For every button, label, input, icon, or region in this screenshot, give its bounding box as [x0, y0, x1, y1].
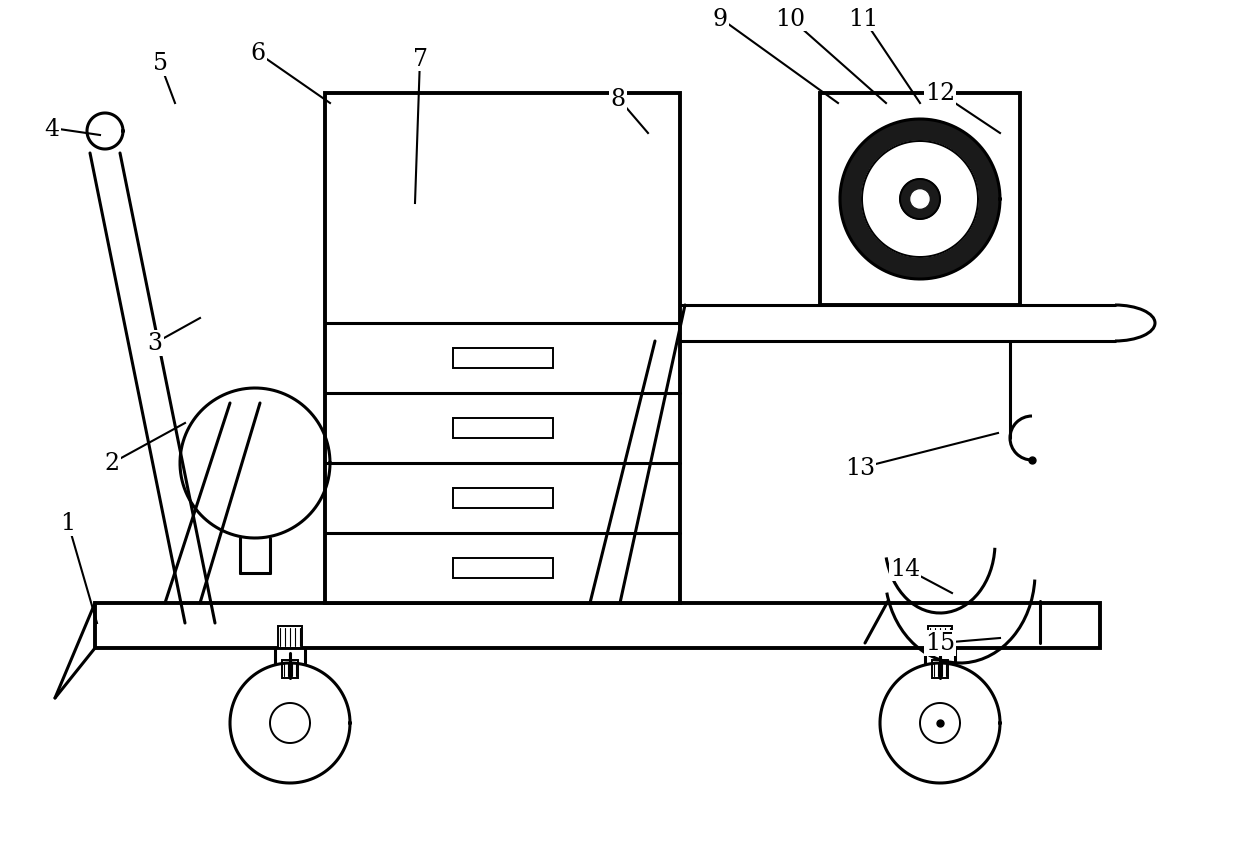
Bar [453, 559, 553, 578]
Text: 1: 1 [61, 512, 76, 535]
Text: 5: 5 [153, 52, 167, 75]
Circle shape [900, 180, 940, 220]
Circle shape [862, 142, 978, 258]
Text: 8: 8 [610, 87, 625, 110]
Text: 2: 2 [104, 452, 119, 475]
Bar [325, 94, 680, 603]
Bar [928, 626, 952, 648]
Text: 12: 12 [925, 83, 955, 106]
Bar [453, 489, 553, 508]
Bar [453, 349, 553, 368]
Bar [278, 626, 303, 648]
Text: 13: 13 [844, 457, 875, 480]
Text: 4: 4 [45, 118, 60, 141]
Text: 10: 10 [775, 8, 805, 31]
Bar [281, 660, 298, 678]
Text: 7: 7 [413, 48, 428, 71]
Bar [453, 419, 553, 438]
Text: 6: 6 [250, 43, 265, 66]
Bar [820, 94, 1021, 305]
Bar [95, 603, 1100, 648]
Text: 14: 14 [890, 557, 920, 580]
Circle shape [839, 120, 999, 280]
Text: 9: 9 [713, 8, 728, 31]
Text: 15: 15 [925, 632, 955, 655]
Text: 3: 3 [148, 332, 162, 355]
Circle shape [911, 191, 929, 209]
Bar [932, 660, 949, 678]
Text: 11: 11 [848, 8, 878, 31]
